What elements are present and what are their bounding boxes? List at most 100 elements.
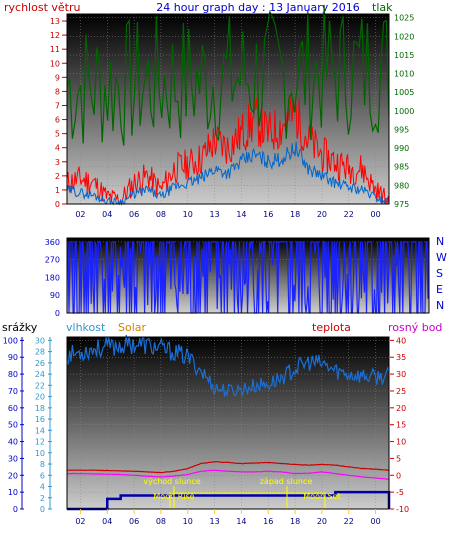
climate-x-tick-label: 20 <box>317 517 327 526</box>
compass-label: S <box>436 267 443 280</box>
wind-pressure-x-tick-label: 22 <box>344 210 354 219</box>
dewpoint-line <box>66 469 390 480</box>
rain-tick-label: 60 <box>8 404 18 413</box>
compass-label: W <box>436 251 447 264</box>
humidity-tick-label: 30 <box>35 336 45 345</box>
humidity-tick-label: 0 <box>40 505 45 514</box>
rain-tick-label: 40 <box>8 438 18 447</box>
rain-line <box>67 490 391 511</box>
climate-series <box>66 334 391 511</box>
wind-speed-tick-label: 5 <box>55 130 60 139</box>
compass-label: N <box>436 299 444 312</box>
rain-axis-label: srážky <box>2 321 38 334</box>
rain-tick-label: 0 <box>13 505 18 514</box>
temperature-tick-label: 15 <box>396 421 406 430</box>
humidity-tick-label: 16 <box>35 415 45 424</box>
rain-tick-label: 10 <box>8 488 18 497</box>
wind-pressure-x-tick-label: 14 <box>236 210 246 219</box>
wind-speed-tick-label: 6 <box>55 116 60 125</box>
wind-speed-tick-label: 4 <box>55 144 60 153</box>
climate-x-tick-label: 22 <box>344 517 354 526</box>
climate-x-tick-label: 08 <box>156 517 166 526</box>
compass-label: E <box>436 283 443 296</box>
wind-direction-frame <box>66 237 430 314</box>
wind-pressure-x-tick-label: 10 <box>183 210 193 219</box>
temperature-tick-label: 35 <box>396 353 406 362</box>
temperature-tick-label: 0 <box>396 471 401 480</box>
humidity-line <box>66 334 390 397</box>
rain-tick-label: 70 <box>8 387 18 396</box>
humidity-tick-label: 2 <box>40 494 45 503</box>
pressure-tick-label: 980 <box>394 181 409 190</box>
humidity-tick-label: 6 <box>40 471 45 480</box>
astronomy-annotation-label: východ slunce <box>143 477 200 486</box>
climate-plot-area <box>67 337 389 509</box>
wind-pressure-series <box>66 4 390 206</box>
wind-direction-axes: 0 90 180 270 360 <box>45 238 60 318</box>
wind-direction-series <box>67 240 430 314</box>
wind-speed-tick-label: 11 <box>50 45 60 54</box>
humidity-tick-label: 28 <box>35 348 45 357</box>
climate-x-tick-label: 00 <box>370 517 380 526</box>
chart-title: 24 hour graph day : 13 January 2016 <box>156 1 360 14</box>
wind-direction-tick-label: 270 <box>45 256 60 265</box>
climate-x-tick-label: 06 <box>129 517 139 526</box>
wind-direction-tick-label: 360 <box>45 238 60 247</box>
climate-x-tick-label: 02 <box>75 517 85 526</box>
wind-speed-tick-label: 8 <box>55 87 60 96</box>
rain-tick-label: 90 <box>8 353 18 362</box>
temperature-tick-label: 10 <box>396 438 406 447</box>
solar-axis-label: Solar <box>118 321 147 334</box>
climate-x-tick-label: 04 <box>102 517 112 526</box>
temperature-tick-label: 30 <box>396 370 406 379</box>
climate-x-tick-label: 10 <box>183 517 193 526</box>
wind-direction-tick-label: 0 <box>55 309 60 318</box>
wind-pressure-x-tick-label: 20 <box>317 210 327 219</box>
humidity-tick-label: 10 <box>35 449 45 458</box>
climate-axes: 0102030405060708090100024681012141618202… <box>3 336 409 514</box>
compass-label: N <box>436 235 444 248</box>
climate-x-ticks: 02 04 06 08 10 13 14 16 18 20 22 00 <box>75 509 381 526</box>
rain-tick-label: 100 <box>3 336 18 345</box>
wind-pressure-x-tick-label: 13 <box>209 210 219 219</box>
climate-x-tick-label: 14 <box>236 517 246 526</box>
humidity-tick-label: 14 <box>35 426 45 435</box>
pressure-tick-label: 1015 <box>394 51 414 60</box>
wind-pressure-x-tick-label: 02 <box>75 210 85 219</box>
wind-pressure-axes: 0123456789101112139759809859909951000100… <box>50 14 415 219</box>
wind-speed-tick-label: 13 <box>50 17 60 26</box>
pressure-tick-label: 990 <box>394 144 409 153</box>
pressure-tick-label: 995 <box>394 125 409 134</box>
wind-speed-tick-label: 3 <box>55 158 60 167</box>
wind-direction-tick-label: 90 <box>50 291 60 300</box>
humidity-tick-label: 24 <box>35 370 45 379</box>
pressure-tick-label: 1025 <box>394 14 414 23</box>
wind-speed-tick-label: 1 <box>55 186 60 195</box>
humidity-tick-label: 12 <box>35 438 45 447</box>
climate-x-tick-label: 18 <box>290 517 300 526</box>
wind-direction-line <box>67 240 430 314</box>
wind-pressure-x-tick-label: 18 <box>290 210 300 219</box>
humidity-tick-label: 18 <box>35 404 45 413</box>
climate-frame <box>66 336 390 510</box>
pressure-tick-label: 1020 <box>394 32 414 41</box>
rain-tick-label: 50 <box>8 421 18 430</box>
temperature-tick-label: 5 <box>396 454 401 463</box>
temperature-tick-label: 25 <box>396 387 406 396</box>
wind-speed-tick-label: 7 <box>55 101 60 110</box>
astronomy-annotation-label: Moon Set <box>303 492 340 501</box>
astronomy-annotation-label: západ slunce <box>260 477 313 486</box>
temperature-tick-label: 20 <box>396 404 406 413</box>
wind-pressure-x-tick-label: 16 <box>263 210 273 219</box>
pressure-tick-label: 975 <box>394 200 409 209</box>
humidity-tick-label: 26 <box>35 359 45 368</box>
climate-x-tick-label: 16 <box>263 517 273 526</box>
temperature-tick-label: -10 <box>396 505 409 514</box>
wind-speed-tick-label: 10 <box>50 59 60 68</box>
pressure-axis-label: tlak <box>372 1 393 14</box>
wind-pressure-frame <box>66 13 390 205</box>
